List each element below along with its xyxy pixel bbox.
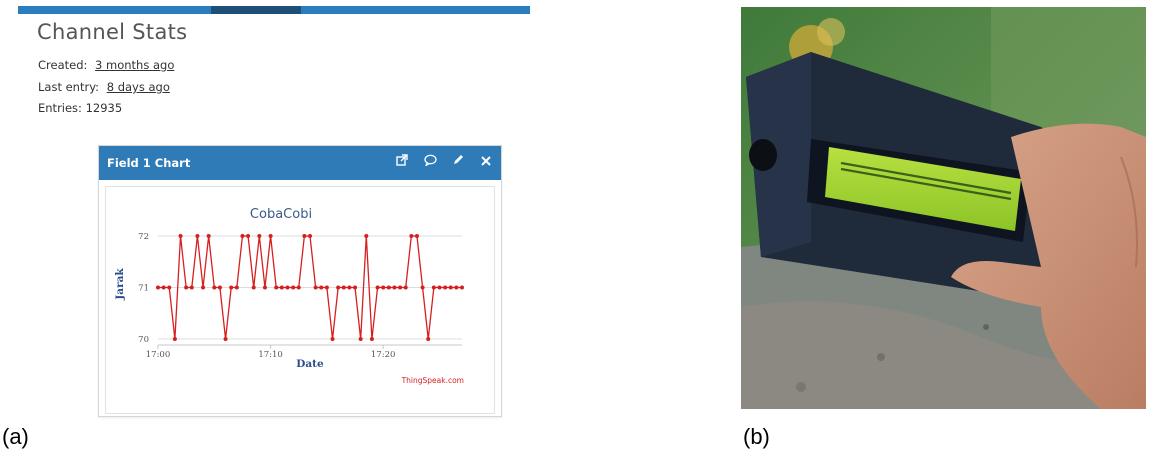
data-point[interactable] [454,285,459,290]
data-point[interactable] [403,285,408,290]
data-point[interactable] [257,234,262,238]
data-point[interactable] [414,234,419,238]
data-point[interactable] [206,234,211,238]
created-label: Created: [38,58,88,72]
data-point[interactable] [336,285,341,290]
data-point[interactable] [201,285,206,290]
data-point[interactable] [291,285,296,290]
data-point[interactable] [443,285,448,290]
caption-b: (b) [743,424,770,449]
external-link-icon[interactable] [395,154,409,170]
data-point[interactable] [296,285,301,290]
data-point[interactable] [420,285,425,290]
data-point[interactable] [426,337,431,341]
data-point[interactable] [364,234,369,238]
data-point[interactable] [172,337,177,341]
comment-icon[interactable] [423,154,437,170]
data-point[interactable] [431,285,436,290]
data-point[interactable] [319,285,324,290]
data-point[interactable] [246,234,251,238]
data-point[interactable] [460,285,464,290]
data-point[interactable] [223,337,228,341]
entries-value: 12935 [85,101,123,115]
created-stat: Created: 3 months ago [38,58,174,72]
page-title: Channel Stats [37,20,188,44]
data-point[interactable] [234,285,239,290]
widget-header: Field 1 Chart [99,146,501,180]
line-chart: CobaCobi Jarak Date ThingSpeak.com 70 71 7… [114,207,464,385]
data-point[interactable] [324,285,329,290]
y-tick-label: 71 [138,284,149,294]
thingspeak-panel: Channel Stats Created: 3 months ago Last… [0,0,560,420]
data-point[interactable] [274,285,279,290]
data-point[interactable] [262,285,267,290]
data-point[interactable] [189,285,194,290]
chart-title: CobaCobi [250,207,312,222]
x-axis-label: Date [296,358,324,370]
y-axis-label: Jarak [114,268,126,301]
data-point[interactable] [156,285,160,290]
data-point[interactable] [347,285,352,290]
data-point[interactable] [229,285,234,290]
data-point[interactable] [161,285,166,290]
data-point[interactable] [184,285,189,290]
data-point[interactable] [392,285,397,290]
data-point[interactable] [330,337,335,341]
active-tab-indicator [211,6,301,14]
data-point[interactable] [353,285,358,290]
data-point[interactable] [279,285,284,290]
data-point[interactable] [178,234,183,238]
data-point[interactable] [212,285,217,290]
created-value-link[interactable]: 3 months ago [95,58,175,72]
x-tick-label: 17:10 [258,350,283,360]
data-point[interactable] [313,285,318,290]
field-chart-widget: Field 1 Chart CobaCobi Jarak [98,145,502,417]
device-photo-illustration [741,7,1146,409]
data-point[interactable] [308,234,312,238]
data-point[interactable] [195,234,200,238]
data-point[interactable] [341,285,346,290]
data-point[interactable] [240,234,245,238]
x-tick-label: 17:20 [371,350,396,360]
entries-label: Entries: [38,101,82,115]
caption-a: (a) [2,424,29,449]
data-point[interactable] [358,337,363,341]
pencil-icon[interactable] [451,154,465,170]
data-point[interactable] [217,285,222,290]
last-entry-label: Last entry: [38,80,100,94]
last-entry-value-link[interactable]: 8 days ago [106,80,170,94]
data-point[interactable] [285,285,290,290]
x-tick-label: 17:00 [146,350,171,360]
data-point[interactable] [268,234,273,238]
device-photo [741,7,1146,409]
data-point[interactable] [437,285,442,290]
widget-toolbar [395,154,493,170]
data-point[interactable] [251,285,256,290]
close-icon[interactable] [479,154,493,170]
data-point[interactable] [386,285,391,290]
widget-title: Field 1 Chart [107,156,191,170]
data-point[interactable] [398,285,403,290]
data-point[interactable] [369,337,374,341]
data-point[interactable] [375,285,380,290]
data-point[interactable] [302,234,307,238]
entries-stat: Entries: 12935 [38,101,122,115]
data-point[interactable] [409,234,414,238]
top-nav-bar [18,6,530,14]
data-point[interactable] [167,285,172,290]
last-entry-stat: Last entry: 8 days ago [38,80,170,94]
thingspeak-credit[interactable]: ThingSpeak.com [401,376,464,385]
data-point[interactable] [381,285,386,290]
chart-area: CobaCobi Jarak Date ThingSpeak.com 70 71 7… [105,186,495,414]
y-tick-label: 72 [138,232,149,242]
data-point[interactable] [448,285,453,290]
y-tick-label: 70 [138,335,149,345]
